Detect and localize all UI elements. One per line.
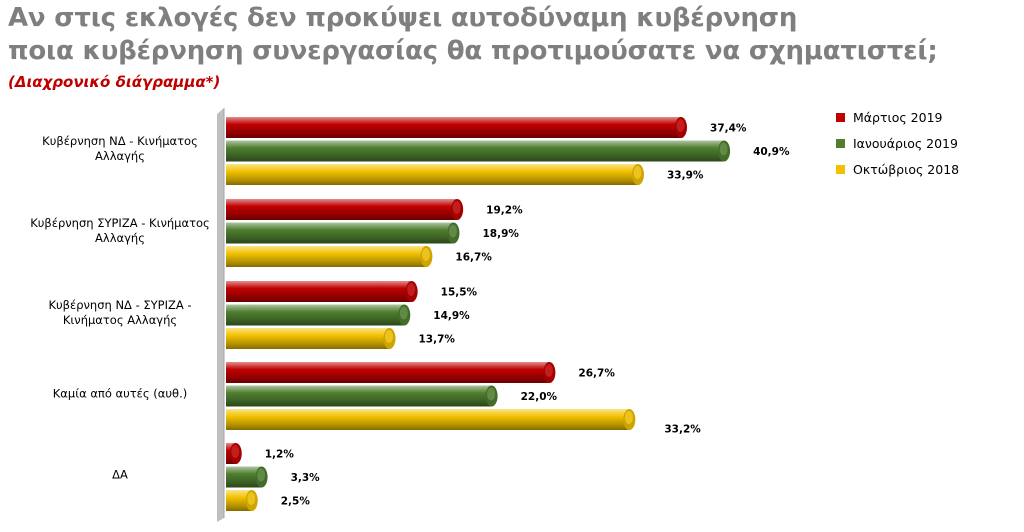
category-label: Κυβέρνηση ΝΔ - Κινήματος Αλλαγής — [20, 134, 220, 164]
bar-cap-highlight — [448, 224, 457, 238]
value-label: 19,2% — [486, 205, 523, 217]
bar-3-0 — [226, 362, 556, 383]
chart-subtitle: (Διαχρονικό διάγραμμα*) — [8, 73, 221, 91]
bars — [226, 117, 731, 511]
value-label: 2,5% — [281, 496, 311, 508]
category-label-line: ΔΑ — [112, 467, 128, 482]
bar-1-2 — [226, 246, 433, 267]
bar-body — [226, 385, 492, 407]
bar-cap-highlight — [719, 142, 728, 156]
bar-body — [226, 409, 630, 430]
bar-cap-highlight — [257, 468, 266, 482]
bar-cap-highlight — [544, 364, 553, 377]
value-label: 18,9% — [482, 228, 519, 240]
bar-2-2 — [226, 328, 396, 349]
category-label-line: Κυβέρνηση ΣΥΡΙΖΑ - Κινήματος — [30, 216, 210, 230]
legend-label: Μάρτιος 2019 — [853, 109, 943, 125]
category-label-line: Αλλαγής — [95, 231, 145, 245]
category-label-line: Αλλαγής — [95, 149, 145, 163]
axis-wall-face — [217, 108, 224, 522]
category-label-line: Κινήματος Αλλαγής — [62, 313, 178, 327]
bar-1-0 — [226, 199, 464, 220]
axis-wall — [217, 108, 225, 522]
category-label: ΔΑ — [20, 468, 220, 483]
legend-item-january-2019: Ιανουάριος 2019 — [836, 130, 959, 156]
bar-body — [226, 490, 252, 511]
value-label: 40,9% — [753, 146, 790, 158]
value-label: 13,7% — [419, 334, 456, 346]
legend-swatch-red — [836, 112, 845, 122]
bar-cap-highlight — [407, 283, 416, 296]
bar-cap-highlight — [452, 201, 461, 214]
bar-0-2 — [226, 164, 644, 185]
legend-label: Οκτώβριος 2018 — [853, 161, 960, 177]
bar-0-0 — [226, 117, 688, 138]
bar-0-1 — [226, 140, 731, 162]
bar-4-1 — [226, 466, 268, 488]
title-line-1: Αν στις εκλογές δεν προκύψει αυτοδύναμη … — [8, 3, 798, 33]
bar-2-0 — [226, 281, 418, 302]
bar-3-2 — [226, 409, 636, 430]
value-label: 33,9% — [667, 170, 704, 182]
bar-body — [226, 304, 405, 326]
value-label: 3,3% — [291, 472, 321, 484]
bar-cap-highlight — [421, 248, 430, 261]
value-label: 33,2% — [664, 424, 701, 436]
bar-cap-highlight — [676, 119, 685, 132]
value-label: 14,9% — [433, 310, 470, 322]
value-label: 16,7% — [455, 252, 492, 264]
bar-cap-highlight — [624, 411, 633, 424]
bar-cap-highlight — [247, 492, 256, 505]
value-label: 26,7% — [578, 368, 615, 380]
bar-cap-highlight — [487, 387, 496, 401]
bar-cap-highlight — [231, 445, 240, 458]
bar-cap-highlight — [633, 166, 642, 179]
bar-cap-highlight — [385, 330, 394, 343]
bar-4-0 — [226, 443, 242, 464]
category-label-line: Καμία από αυτές (αυθ.) — [52, 386, 188, 401]
bar-body — [226, 328, 390, 349]
chart-title: Αν στις εκλογές δεν προκύψει αυτοδύναμη … — [8, 2, 1008, 68]
bar-body — [226, 246, 427, 267]
bar-body — [226, 164, 638, 185]
bar-body — [226, 362, 550, 383]
legend-label: Ιανουάριος 2019 — [853, 135, 958, 151]
bar-body — [226, 140, 725, 162]
bar-cap-highlight — [399, 306, 408, 320]
bar-3-1 — [226, 385, 498, 407]
category-label-line: Κυβέρνηση ΝΔ - ΣΥΡΙΖΑ - — [48, 298, 192, 312]
legend-item-march-2019: Μάρτιος 2019 — [836, 104, 959, 130]
legend-swatch-green — [836, 138, 845, 148]
value-label: 1,2% — [265, 449, 295, 461]
bar-body — [226, 222, 454, 244]
legend-swatch-yellow — [836, 164, 845, 174]
value-label: 37,4% — [710, 123, 747, 135]
value-label: 22,0% — [521, 391, 558, 403]
title-line-2: ποια κυβέρνηση συνεργασίας θα προτιμούσα… — [8, 36, 938, 66]
value-labels: 37,4% 40,9% 33,9% 19,2% 18,9% 16,7% 15,5% 14,9%… — [265, 123, 790, 508]
bar-body — [226, 281, 412, 302]
legend: Μάρτιος 2019 Ιανουάριος 2019 Οκτώβριος 2… — [836, 104, 959, 182]
category-label: Καμία από αυτές (αυθ.) — [20, 387, 220, 402]
legend-item-october-2018: Οκτώβριος 2018 — [836, 156, 959, 182]
value-label: 15,5% — [441, 287, 478, 299]
category-label: Κυβέρνηση ΝΔ - ΣΥΡΙΖΑ - Κινήματος Αλλαγής — [20, 298, 220, 328]
category-label: Κυβέρνηση ΣΥΡΙΖΑ - Κινήματος Αλλαγής — [20, 216, 220, 246]
category-label-line: Κυβέρνηση ΝΔ - Κινήματος — [42, 134, 198, 148]
bar-4-2 — [226, 490, 258, 511]
bar-body — [226, 466, 262, 488]
bar-body — [226, 117, 682, 138]
bar-2-1 — [226, 304, 411, 326]
bar-1-1 — [226, 222, 460, 244]
bar-body — [226, 199, 458, 220]
